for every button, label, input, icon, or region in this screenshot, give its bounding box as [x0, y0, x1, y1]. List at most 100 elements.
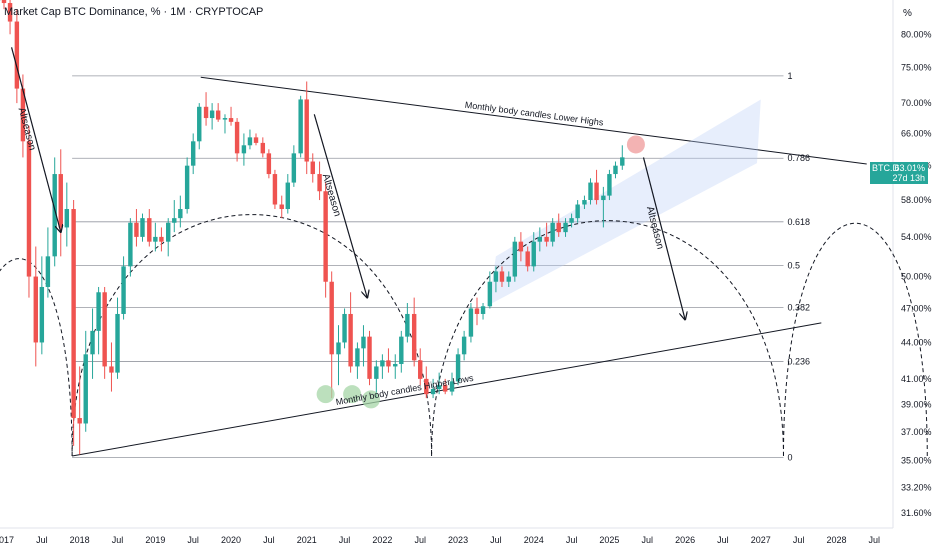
x-tick-label: Jul — [869, 535, 881, 545]
candle-body — [506, 276, 511, 282]
cycle-arc — [431, 220, 784, 457]
badge-value: 63.01% — [894, 163, 925, 173]
x-tick-label: 2019 — [145, 535, 165, 545]
x-tick-label: Jul — [187, 535, 199, 545]
upper-trendline — [200, 76, 867, 165]
candle-body — [556, 222, 561, 233]
candle-body — [474, 308, 480, 314]
candle-body — [184, 165, 190, 210]
x-tick-label: 2021 — [297, 535, 317, 545]
candle-body — [588, 182, 593, 201]
candle-body — [115, 313, 120, 373]
candle-body — [228, 118, 234, 122]
highlight-circle — [343, 385, 362, 404]
candle-body — [493, 271, 499, 282]
axis-unit-label: % — [903, 8, 912, 19]
candle-body — [209, 110, 215, 119]
candle-body — [355, 348, 360, 367]
y-tick-label: 75.00% — [901, 63, 932, 73]
candle-body — [525, 251, 530, 267]
x-tick-label: 2028 — [826, 535, 846, 545]
candle-body — [374, 366, 379, 379]
fib-level-label: 0.236 — [787, 357, 810, 367]
candle-body — [234, 121, 240, 154]
x-tick-label: 2027 — [751, 535, 771, 545]
candle-body — [83, 354, 88, 424]
highlight-circle — [362, 390, 381, 409]
fib-level-label: 0 — [787, 452, 792, 462]
x-tick-label: Jul — [339, 535, 351, 545]
altseason-arrow — [10, 47, 61, 232]
upper-trendline-label: Monthly body candles Lower Highs — [464, 100, 604, 128]
candle-body — [449, 381, 455, 392]
plot-background — [0, 0, 894, 529]
candle-body — [563, 222, 568, 233]
candle-body — [487, 281, 493, 307]
candle-body — [461, 336, 467, 355]
candle-body — [594, 182, 599, 201]
chart-title: Market Cap BTC Dominance, % · 1M · CRYPT… — [4, 6, 264, 18]
candle-body — [531, 241, 536, 267]
candle-body — [424, 378, 429, 395]
candle-body — [607, 174, 612, 196]
candle-body — [197, 106, 202, 142]
badge-countdown: 27d 13h — [892, 173, 925, 183]
candle-body — [386, 360, 391, 367]
candle-body — [247, 137, 253, 146]
x-tick-label: Jul — [793, 535, 805, 545]
y-tick-label: 54.00% — [901, 232, 932, 242]
candle-body — [323, 191, 328, 282]
candle-body — [411, 313, 417, 361]
candle-body — [266, 153, 272, 175]
x-tick-label: 2018 — [70, 535, 90, 545]
candle-body — [291, 153, 297, 183]
highlight-circle — [626, 135, 645, 154]
x-tick-label: Jul — [566, 535, 578, 545]
x-tick-label: Jul — [414, 535, 426, 545]
fib-level-label: 0.786 — [787, 153, 810, 163]
fib-level-label: 0.618 — [787, 217, 810, 227]
y-tick-label: 44.00% — [901, 337, 932, 347]
candle-body — [45, 256, 51, 287]
altseason-label: Altseason — [320, 173, 343, 218]
altseason-arrow — [313, 114, 367, 297]
candle-body — [64, 209, 70, 228]
candle-body — [222, 118, 228, 120]
candle-body — [52, 174, 57, 257]
candle-body — [285, 182, 290, 210]
candle-body — [90, 330, 95, 355]
y-tick-label: 66.00% — [901, 128, 932, 138]
candle-body — [569, 218, 574, 223]
y-tick-label: 39.00% — [901, 400, 932, 410]
candle-body — [518, 241, 524, 252]
x-tick-label: 2017 — [0, 535, 14, 545]
candle-body — [77, 418, 82, 424]
cycle-arc — [782, 222, 928, 457]
y-tick-label: 47.00% — [901, 303, 932, 313]
candle-body — [480, 306, 486, 314]
x-tick-label: Jul — [717, 535, 729, 545]
x-tick-label: Jul — [36, 535, 48, 545]
candle-body — [166, 222, 171, 242]
candle-body — [405, 313, 410, 337]
fib-level-label: 1 — [787, 71, 792, 81]
x-tick-label: Jul — [490, 535, 502, 545]
candle-body — [26, 141, 32, 277]
fib-level-label: 0.5 — [787, 260, 800, 270]
y-tick-label: 80.00% — [901, 29, 932, 39]
y-tick-label: 70.00% — [901, 98, 932, 108]
candle-body — [253, 137, 259, 143]
candle-body — [153, 236, 158, 242]
candle-body — [310, 161, 315, 175]
x-tick-label: 2023 — [448, 535, 468, 545]
candle-body — [159, 236, 164, 242]
candle-body — [7, 3, 13, 22]
candle-body — [336, 342, 341, 355]
candle-body — [58, 174, 63, 228]
rising-channel — [488, 99, 761, 306]
candle-body — [260, 142, 266, 154]
x-tick-label: Jul — [112, 535, 124, 545]
y-tick-label: 50.00% — [901, 272, 932, 282]
candle-body — [203, 106, 209, 119]
